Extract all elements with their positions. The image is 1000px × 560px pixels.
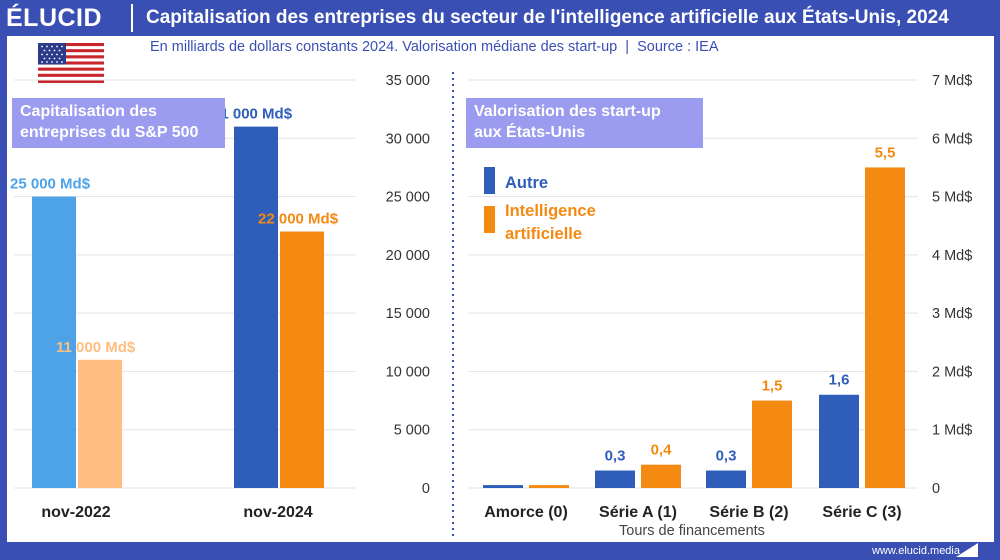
subtitle-separator: | xyxy=(621,39,634,55)
right-legend: Autre Intelligence artificielle xyxy=(484,167,596,243)
footer-url: www.elucid.media xyxy=(871,545,960,557)
x-tick-label: nov-2022 xyxy=(41,504,110,521)
left-data-labels: 25 000 Md$ 11 000 Md$ 31 000 Md$ 22 000 Md$ xyxy=(10,106,339,356)
right-chart-title-box: Valorisation des start-up aux États-Unis xyxy=(466,98,703,148)
brand-logo: ÉLUCID xyxy=(6,4,103,32)
y-tick-label: 5 Md$ xyxy=(932,190,972,206)
data-label: 0,3 xyxy=(716,448,737,465)
right-bars xyxy=(483,167,905,488)
legend-label: artificielle xyxy=(505,225,582,243)
left-bars xyxy=(32,126,324,489)
y-tick-label: 4 Md$ xyxy=(932,248,972,264)
data-label: 11 000 Md$ xyxy=(56,339,136,356)
y-tick-label: 35 000 xyxy=(386,73,430,89)
right-data-labels: 0,3 0,3 1,6 0,4 1,5 5,5 xyxy=(605,144,896,464)
page-subtitle: En milliards de dollars constants 2024. … xyxy=(150,38,850,56)
bar xyxy=(819,394,859,488)
data-label: 25 000 Md$ xyxy=(10,176,91,193)
right-x-axis-title: Tours de financements xyxy=(619,523,765,539)
left-chart-title-box: Capitalisation des entreprises du S&P 50… xyxy=(12,98,225,148)
page-title: Capitalisation des entreprises du secteu… xyxy=(146,7,949,28)
data-label: 31 000 Md$ xyxy=(212,106,293,123)
bar xyxy=(32,196,76,489)
right-chart-title-line: aux États-Unis xyxy=(474,124,586,141)
left-y-axis: 0 5 000 10 000 15 000 20 000 25 000 30 000 35 0… xyxy=(386,73,430,497)
header-bar: ÉLUCID Capitalisation des entreprises du… xyxy=(0,0,1000,36)
bar xyxy=(234,126,278,488)
y-tick-label: 10 000 xyxy=(386,364,430,380)
y-tick-label: 2 Md$ xyxy=(932,364,972,380)
legend-swatch xyxy=(484,206,495,233)
x-tick-label: nov-2024 xyxy=(243,504,312,521)
right-chart-title-line: Valorisation des start-up xyxy=(474,103,661,120)
bar xyxy=(595,470,635,488)
data-label: 5,5 xyxy=(875,144,896,161)
y-tick-label: 25 000 xyxy=(386,190,430,206)
left-chart-title-line: entreprises du S&P 500 xyxy=(20,124,199,141)
bar xyxy=(483,485,523,488)
legend-label: Autre xyxy=(505,174,548,192)
bar xyxy=(280,231,324,489)
bar xyxy=(78,359,122,488)
data-label: 0,3 xyxy=(605,448,626,465)
left-x-axis: nov-2022 nov-2024 xyxy=(41,504,312,521)
y-tick-label: 1 Md$ xyxy=(932,423,972,439)
subtitle-text: En milliards de dollars constants 2024. … xyxy=(150,39,618,55)
y-tick-label: 5 000 xyxy=(394,423,430,439)
y-tick-label: 0 xyxy=(932,481,940,497)
y-tick-label: 30 000 xyxy=(386,131,430,147)
bar xyxy=(752,400,792,488)
x-tick-label: Série A (1) xyxy=(599,504,677,521)
bar xyxy=(529,485,569,488)
x-tick-label: Série B (2) xyxy=(709,504,788,521)
legend-label: Intelligence xyxy=(505,202,596,220)
legend-swatch xyxy=(484,167,495,194)
y-tick-label: 15 000 xyxy=(386,306,430,322)
data-label: 1,5 xyxy=(762,378,783,395)
bar xyxy=(641,464,681,488)
data-label: 0,4 xyxy=(651,442,673,459)
y-tick-label: 6 Md$ xyxy=(932,131,972,147)
us-flag-icon xyxy=(38,43,104,83)
data-label: 22 000 Md$ xyxy=(258,211,339,228)
right-x-axis: Amorce (0) Série A (1) Série B (2) Série C … xyxy=(484,504,901,521)
y-tick-label: 3 Md$ xyxy=(932,306,972,322)
source-text: Source : IEA xyxy=(637,39,719,55)
logo-separator xyxy=(131,4,133,32)
x-tick-label: Série C (3) xyxy=(822,504,901,521)
x-tick-label: Amorce (0) xyxy=(484,504,568,521)
bar xyxy=(706,470,746,488)
bar xyxy=(865,167,905,488)
y-tick-label: 0 xyxy=(422,481,430,497)
y-tick-label: 7 Md$ xyxy=(932,73,972,89)
brand-arrow-icon xyxy=(956,543,978,557)
data-label: 1,6 xyxy=(829,372,850,389)
y-tick-label: 20 000 xyxy=(386,248,430,264)
right-y-axis: 0 1 Md$ 2 Md$ 3 Md$ 4 Md$ 5 Md$ 6 Md$ 7 Md$ xyxy=(932,73,972,497)
left-chart-title-line: Capitalisation des xyxy=(20,103,157,120)
